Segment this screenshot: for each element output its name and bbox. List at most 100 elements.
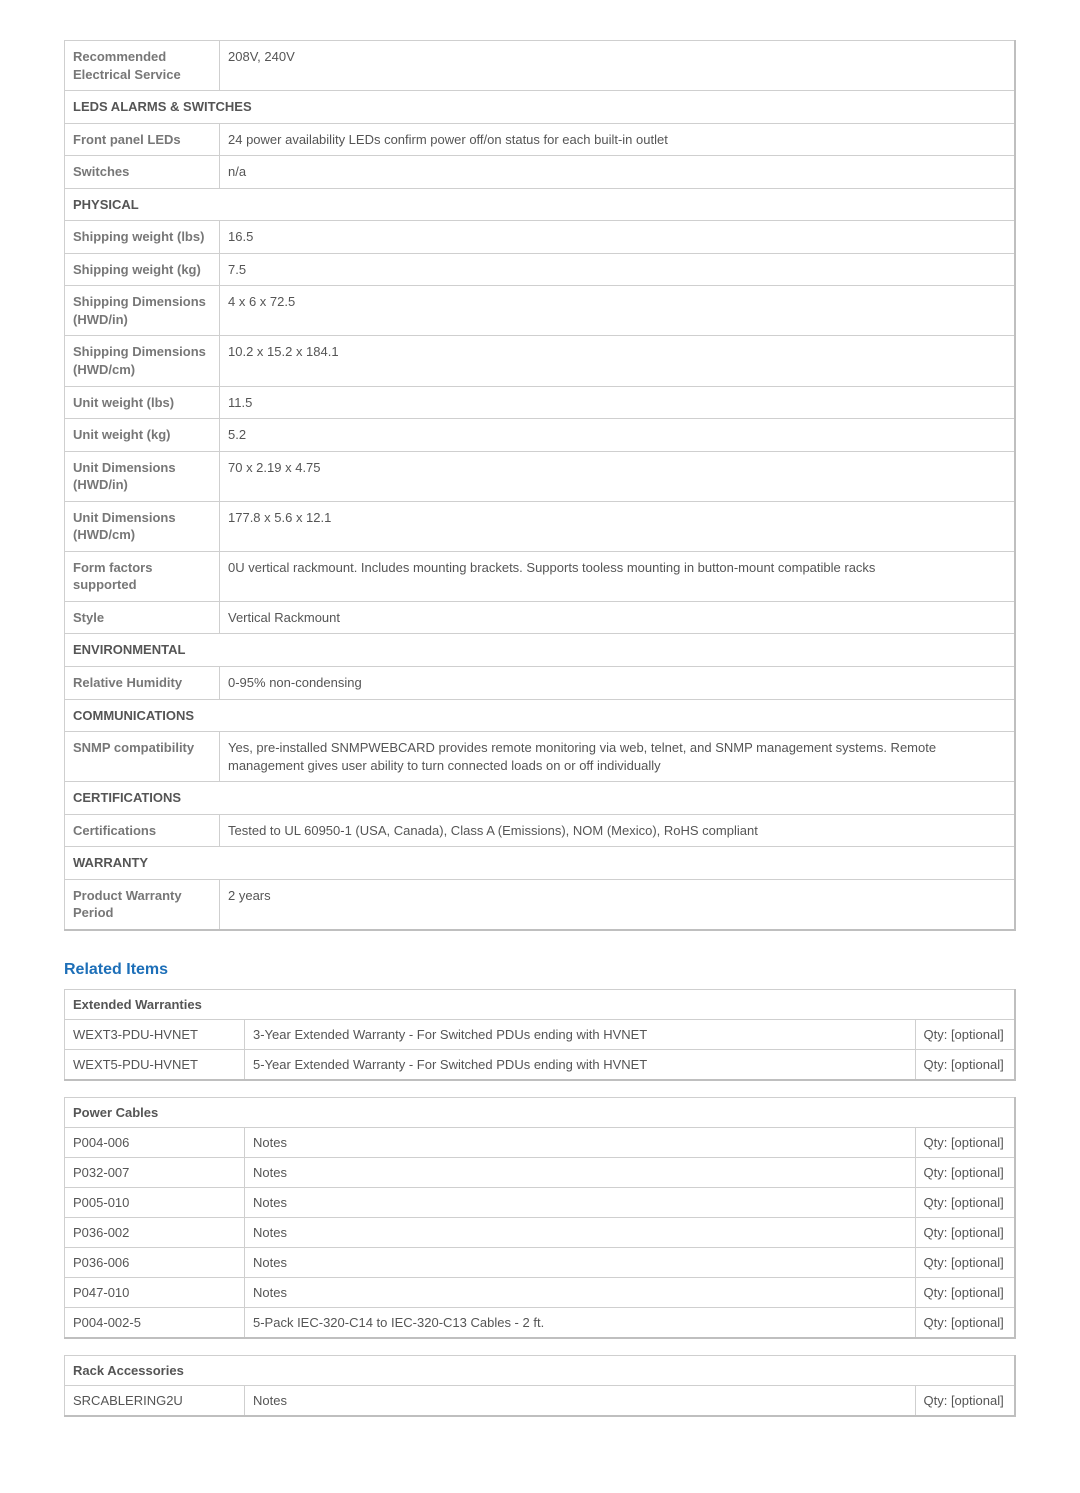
spec-value: Yes, pre-installed SNMPWEBCARD provides … <box>220 732 1016 782</box>
spec-row: Product Warranty Period2 years <box>65 879 1016 930</box>
spec-section-title: LEDS ALARMS & SWITCHES <box>65 91 1016 124</box>
spec-row: Shipping Dimensions (HWD/in)4 x 6 x 72.5 <box>65 286 1016 336</box>
spec-row: Shipping weight (lbs)16.5 <box>65 221 1016 254</box>
spec-section-header: LEDS ALARMS & SWITCHES <box>65 91 1016 124</box>
related-item-desc: 5-Pack IEC-320-C14 to IEC-320-C13 Cables… <box>245 1307 916 1338</box>
related-group-title: Rack Accessories <box>65 1355 1016 1385</box>
related-items-container: Extended WarrantiesWEXT3-PDU-HVNET3-Year… <box>64 989 1016 1417</box>
spec-section-title: CERTIFICATIONS <box>65 782 1016 815</box>
related-item-sku: P036-006 <box>65 1247 245 1277</box>
spec-row: CertificationsTested to UL 60950-1 (USA,… <box>65 814 1016 847</box>
spec-label: Front panel LEDs <box>65 123 220 156</box>
spec-label: Unit weight (kg) <box>65 419 220 452</box>
related-item-row: SRCABLERING2UNotesQty: [optional] <box>65 1385 1016 1416</box>
related-item-qty: Qty: [optional] <box>915 1127 1015 1157</box>
related-group-header-row: Rack Accessories <box>65 1355 1016 1385</box>
related-item-desc: 3-Year Extended Warranty - For Switched … <box>245 1019 916 1049</box>
spec-row: Recommended Electrical Service208V, 240V <box>65 41 1016 91</box>
related-group-header-row: Power Cables <box>65 1097 1016 1127</box>
related-item-row: WEXT3-PDU-HVNET3-Year Extended Warranty … <box>65 1019 1016 1049</box>
spec-row: Relative Humidity0-95% non-condensing <box>65 667 1016 700</box>
related-item-desc: Notes <box>245 1385 916 1416</box>
related-group-title: Power Cables <box>65 1097 1016 1127</box>
spec-value: 177.8 x 5.6 x 12.1 <box>220 501 1016 551</box>
spec-label: Unit Dimensions (HWD/in) <box>65 451 220 501</box>
spec-label: Shipping weight (lbs) <box>65 221 220 254</box>
spec-row: Unit Dimensions (HWD/cm)177.8 x 5.6 x 12… <box>65 501 1016 551</box>
spec-label: Unit weight (lbs) <box>65 386 220 419</box>
spec-section-header: COMMUNICATIONS <box>65 699 1016 732</box>
spec-label: Shipping Dimensions (HWD/in) <box>65 286 220 336</box>
spec-label: Style <box>65 601 220 634</box>
related-item-qty: Qty: [optional] <box>915 1385 1015 1416</box>
spec-label: Relative Humidity <box>65 667 220 700</box>
related-item-desc: Notes <box>245 1277 916 1307</box>
related-item-row: P047-010NotesQty: [optional] <box>65 1277 1016 1307</box>
related-item-row: WEXT5-PDU-HVNET5-Year Extended Warranty … <box>65 1049 1016 1080</box>
related-item-row: P004-006NotesQty: [optional] <box>65 1127 1016 1157</box>
related-item-row: P005-010NotesQty: [optional] <box>65 1187 1016 1217</box>
spec-row: Shipping weight (kg)7.5 <box>65 253 1016 286</box>
spec-section-header: CERTIFICATIONS <box>65 782 1016 815</box>
spec-row: Front panel LEDs24 power availability LE… <box>65 123 1016 156</box>
spec-section-title: WARRANTY <box>65 847 1016 880</box>
spec-section-header: PHYSICAL <box>65 188 1016 221</box>
spec-value: 70 x 2.19 x 4.75 <box>220 451 1016 501</box>
spec-value: 5.2 <box>220 419 1016 452</box>
spec-label: Product Warranty Period <box>65 879 220 930</box>
spec-row: Unit weight (kg)5.2 <box>65 419 1016 452</box>
spec-label: Recommended Electrical Service <box>65 41 220 91</box>
spec-section-title: COMMUNICATIONS <box>65 699 1016 732</box>
related-item-row: P036-002NotesQty: [optional] <box>65 1217 1016 1247</box>
related-items-heading: Related Items <box>64 961 1016 979</box>
spec-row: Form factors supported0U vertical rackmo… <box>65 551 1016 601</box>
spec-row: SNMP compatibilityYes, pre-installed SNM… <box>65 732 1016 782</box>
spec-value: 10.2 x 15.2 x 184.1 <box>220 336 1016 386</box>
spec-row: Switchesn/a <box>65 156 1016 189</box>
related-item-sku: P005-010 <box>65 1187 245 1217</box>
related-item-desc: 5-Year Extended Warranty - For Switched … <box>245 1049 916 1080</box>
spec-row: Shipping Dimensions (HWD/cm)10.2 x 15.2 … <box>65 336 1016 386</box>
related-item-desc: Notes <box>245 1157 916 1187</box>
spec-value: 0-95% non-condensing <box>220 667 1016 700</box>
spec-label: Unit Dimensions (HWD/cm) <box>65 501 220 551</box>
spec-value: Vertical Rackmount <box>220 601 1016 634</box>
related-item-qty: Qty: [optional] <box>915 1247 1015 1277</box>
spec-section-header: WARRANTY <box>65 847 1016 880</box>
related-item-sku: P032-007 <box>65 1157 245 1187</box>
spec-value: Tested to UL 60950-1 (USA, Canada), Clas… <box>220 814 1016 847</box>
related-item-qty: Qty: [optional] <box>915 1019 1015 1049</box>
spec-value: 2 years <box>220 879 1016 930</box>
related-group-table: Power CablesP004-006NotesQty: [optional]… <box>64 1097 1016 1339</box>
related-item-sku: WEXT5-PDU-HVNET <box>65 1049 245 1080</box>
related-group-header-row: Extended Warranties <box>65 989 1016 1019</box>
related-item-desc: Notes <box>245 1127 916 1157</box>
spec-row: StyleVertical Rackmount <box>65 601 1016 634</box>
related-item-desc: Notes <box>245 1247 916 1277</box>
spec-section-title: PHYSICAL <box>65 188 1016 221</box>
related-item-sku: WEXT3-PDU-HVNET <box>65 1019 245 1049</box>
spec-value: n/a <box>220 156 1016 189</box>
spec-value: 7.5 <box>220 253 1016 286</box>
related-item-qty: Qty: [optional] <box>915 1187 1015 1217</box>
spec-value: 11.5 <box>220 386 1016 419</box>
spec-row: Unit weight (lbs)11.5 <box>65 386 1016 419</box>
spec-label: Shipping weight (kg) <box>65 253 220 286</box>
spec-value: 24 power availability LEDs confirm power… <box>220 123 1016 156</box>
spec-value: 0U vertical rackmount. Includes mounting… <box>220 551 1016 601</box>
related-group-table: Extended WarrantiesWEXT3-PDU-HVNET3-Year… <box>64 989 1016 1081</box>
related-item-qty: Qty: [optional] <box>915 1049 1015 1080</box>
related-group-table: Rack AccessoriesSRCABLERING2UNotesQty: [… <box>64 1355 1016 1417</box>
related-item-row: P032-007NotesQty: [optional] <box>65 1157 1016 1187</box>
related-item-sku: P036-002 <box>65 1217 245 1247</box>
related-item-desc: Notes <box>245 1187 916 1217</box>
related-item-qty: Qty: [optional] <box>915 1157 1015 1187</box>
related-item-sku: P047-010 <box>65 1277 245 1307</box>
spec-value: 4 x 6 x 72.5 <box>220 286 1016 336</box>
related-item-sku: P004-006 <box>65 1127 245 1157</box>
related-item-row: P004-002-55-Pack IEC-320-C14 to IEC-320-… <box>65 1307 1016 1338</box>
spec-label: Shipping Dimensions (HWD/cm) <box>65 336 220 386</box>
related-item-qty: Qty: [optional] <box>915 1307 1015 1338</box>
spec-label: Certifications <box>65 814 220 847</box>
spec-label: Switches <box>65 156 220 189</box>
